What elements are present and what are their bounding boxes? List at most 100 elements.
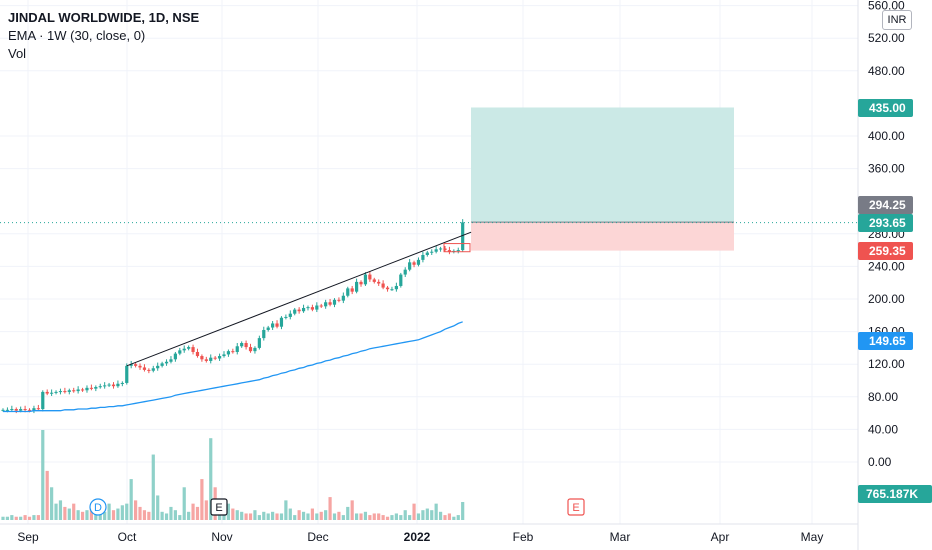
candle-body[interactable] — [147, 369, 151, 371]
candle-body[interactable] — [394, 285, 398, 290]
volume-indicator-label[interactable]: Vol — [8, 46, 27, 61]
candle-body[interactable] — [231, 351, 235, 353]
candle-body[interactable] — [412, 262, 416, 265]
candle-body[interactable] — [284, 316, 288, 318]
candle-body[interactable] — [191, 347, 195, 352]
candle-body[interactable] — [178, 350, 182, 354]
candle-body[interactable] — [94, 387, 98, 389]
candle-body[interactable] — [129, 364, 133, 366]
candle-body[interactable] — [204, 359, 208, 361]
candle-body[interactable] — [142, 367, 147, 370]
candle-body[interactable] — [293, 309, 297, 314]
candle-body[interactable] — [257, 338, 261, 348]
candle-body[interactable] — [111, 384, 116, 387]
candle-body[interactable] — [443, 248, 447, 251]
candle-body[interactable] — [421, 254, 425, 260]
candle-body[interactable] — [434, 249, 438, 252]
candle-body[interactable] — [67, 390, 71, 392]
candle-body[interactable] — [377, 281, 381, 284]
candle-body[interactable] — [350, 288, 354, 292]
candle-body[interactable] — [45, 391, 49, 394]
earnings-marker[interactable] — [210, 498, 228, 516]
candle-body[interactable] — [355, 281, 359, 292]
candle-body[interactable] — [50, 392, 54, 394]
candle-body[interactable] — [306, 307, 310, 309]
candle-body[interactable] — [416, 259, 421, 265]
candle-body[interactable] — [248, 347, 253, 352]
candle-body[interactable] — [341, 295, 345, 301]
candle-body[interactable] — [36, 408, 40, 410]
candle-body[interactable] — [297, 309, 301, 312]
candle-body[interactable] — [58, 391, 63, 393]
candle-body[interactable] — [288, 313, 292, 317]
candle-body[interactable] — [301, 307, 306, 312]
candle-body[interactable] — [403, 269, 407, 275]
candle-body[interactable] — [209, 357, 213, 361]
candle-body[interactable] — [262, 329, 266, 339]
breakout-box-drawing[interactable] — [443, 243, 471, 253]
currency-button[interactable]: INR — [882, 10, 912, 30]
candle-body[interactable] — [120, 382, 124, 384]
candle-body[interactable] — [160, 363, 164, 366]
candle-body[interactable] — [14, 409, 18, 411]
candle-body[interactable] — [385, 287, 390, 290]
candle-body[interactable] — [85, 387, 89, 391]
candle-body[interactable] — [151, 368, 155, 371]
candle-body[interactable] — [310, 307, 314, 310]
candle-body[interactable] — [279, 317, 284, 327]
candle-body[interactable] — [89, 387, 93, 389]
candle-body[interactable] — [315, 305, 319, 310]
candle-body[interactable] — [425, 252, 429, 255]
symbol-title[interactable]: JINDAL WORLDWIDE, 1D, NSE — [8, 10, 200, 25]
price-tag[interactable] — [858, 214, 913, 232]
candle-body[interactable] — [324, 302, 328, 307]
candle-body[interactable] — [399, 274, 403, 286]
candle-body[interactable] — [200, 356, 204, 360]
candle-body[interactable] — [235, 346, 239, 352]
candle-body[interactable] — [195, 351, 200, 357]
candle-body[interactable] — [217, 356, 222, 359]
profit-target-zone[interactable] — [471, 107, 734, 223]
candle-body[interactable] — [456, 250, 460, 252]
dividend-marker[interactable] — [89, 498, 107, 516]
candle-body[interactable] — [182, 348, 186, 351]
candle-body[interactable] — [390, 289, 394, 291]
candle-body[interactable] — [80, 389, 85, 391]
price-tag[interactable] — [858, 332, 913, 350]
candle-body[interactable] — [107, 384, 111, 386]
candle-body[interactable] — [103, 385, 107, 387]
candle-body[interactable] — [328, 302, 332, 305]
candle-body[interactable] — [187, 347, 191, 349]
candle-body[interactable] — [169, 359, 173, 362]
candle-body[interactable] — [461, 222, 465, 251]
candle-body[interactable] — [213, 357, 217, 359]
candle-body[interactable] — [266, 327, 270, 330]
candle-body[interactable] — [76, 389, 80, 392]
earnings-marker[interactable] — [567, 498, 585, 516]
candle-body[interactable] — [430, 251, 434, 253]
candle-body[interactable] — [1, 409, 5, 411]
candle-body[interactable] — [222, 354, 226, 357]
candle-body[interactable] — [32, 408, 36, 411]
candle-body[interactable] — [63, 391, 67, 393]
candle-body[interactable] — [41, 391, 45, 410]
candle-body[interactable] — [72, 390, 76, 392]
candle-body[interactable] — [19, 409, 23, 411]
candle-body[interactable] — [438, 248, 443, 250]
candle-body[interactable] — [253, 347, 257, 352]
ema-indicator-label[interactable]: EMA · 1W (30, close, 0) — [8, 28, 146, 43]
candle-body[interactable] — [23, 409, 27, 411]
candle-body[interactable] — [138, 365, 142, 368]
candle-body[interactable] — [173, 353, 177, 360]
candle-body[interactable] — [319, 305, 323, 307]
candle-body[interactable] — [244, 343, 248, 348]
candle-body[interactable] — [275, 323, 279, 327]
trendline-drawing[interactable] — [126, 231, 472, 367]
candle-body[interactable] — [271, 323, 275, 328]
candle-body[interactable] — [337, 299, 341, 301]
candle-body[interactable] — [408, 262, 412, 270]
candle-body[interactable] — [98, 386, 102, 388]
candle-body[interactable] — [447, 250, 452, 252]
candle-body[interactable] — [134, 364, 138, 366]
candle-body[interactable] — [156, 365, 160, 369]
